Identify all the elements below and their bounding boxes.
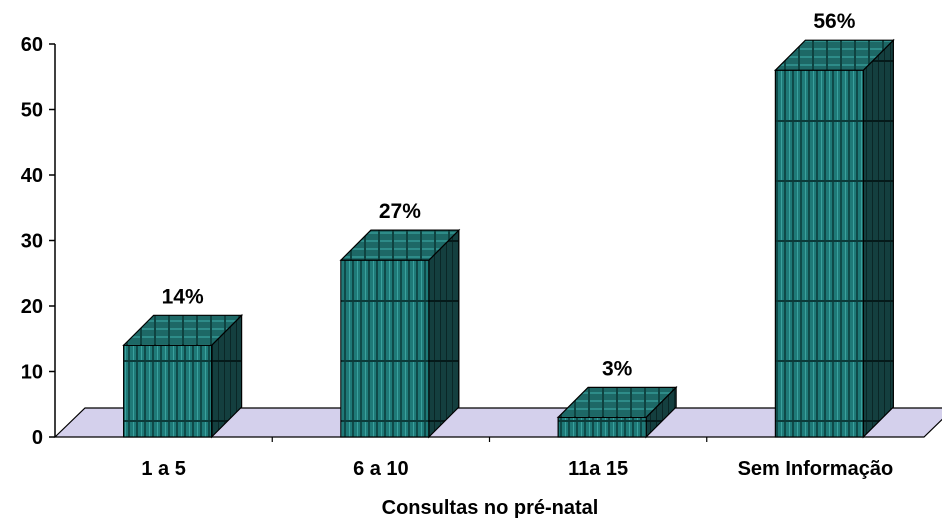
bar-side [428,228,460,439]
x-tick-label: Sem Informação [738,458,894,480]
x-tick-label: 6 a 10 [353,458,409,480]
bar-data-label: 3% [602,357,633,380]
bar-front [774,69,864,438]
y-tick-label: 20 [21,296,43,318]
bar-front [340,259,430,438]
bar-top [556,386,678,418]
y-axis-ticks: 0 10 20 30 40 50 60 [21,34,55,449]
bar: 14% [122,285,244,439]
bar: 56% [773,10,895,439]
y-tick-label: 50 [21,100,43,122]
x-tick-label: 11a 15 [568,458,628,480]
y-tick-label: 60 [21,34,43,56]
bar-top [773,39,895,71]
y-tick-label: 40 [21,165,43,187]
x-axis-ticks: 1 a 5 6 a 10 11a 15 Sem Informação [141,437,893,480]
x-axis-title: Consultas no pré-natal [382,497,599,519]
bar-data-label: 56% [813,10,855,33]
bar-top [339,229,461,261]
y-tick-label: 30 [21,231,43,253]
bar-top [122,314,244,346]
y-tick-label: 10 [21,362,43,384]
bar-data-label: 14% [162,285,204,308]
bar-front [123,344,213,438]
bar-side [862,38,894,439]
x-tick-label: 1 a 5 [141,458,185,480]
bars-group: 14% 27% 3% 56% [122,10,895,439]
y-tick-label: 0 [32,427,43,449]
bar-front [557,416,647,438]
bar-data-label: 27% [379,200,421,223]
bar: 3% [556,357,678,439]
bar: 27% [339,200,461,439]
